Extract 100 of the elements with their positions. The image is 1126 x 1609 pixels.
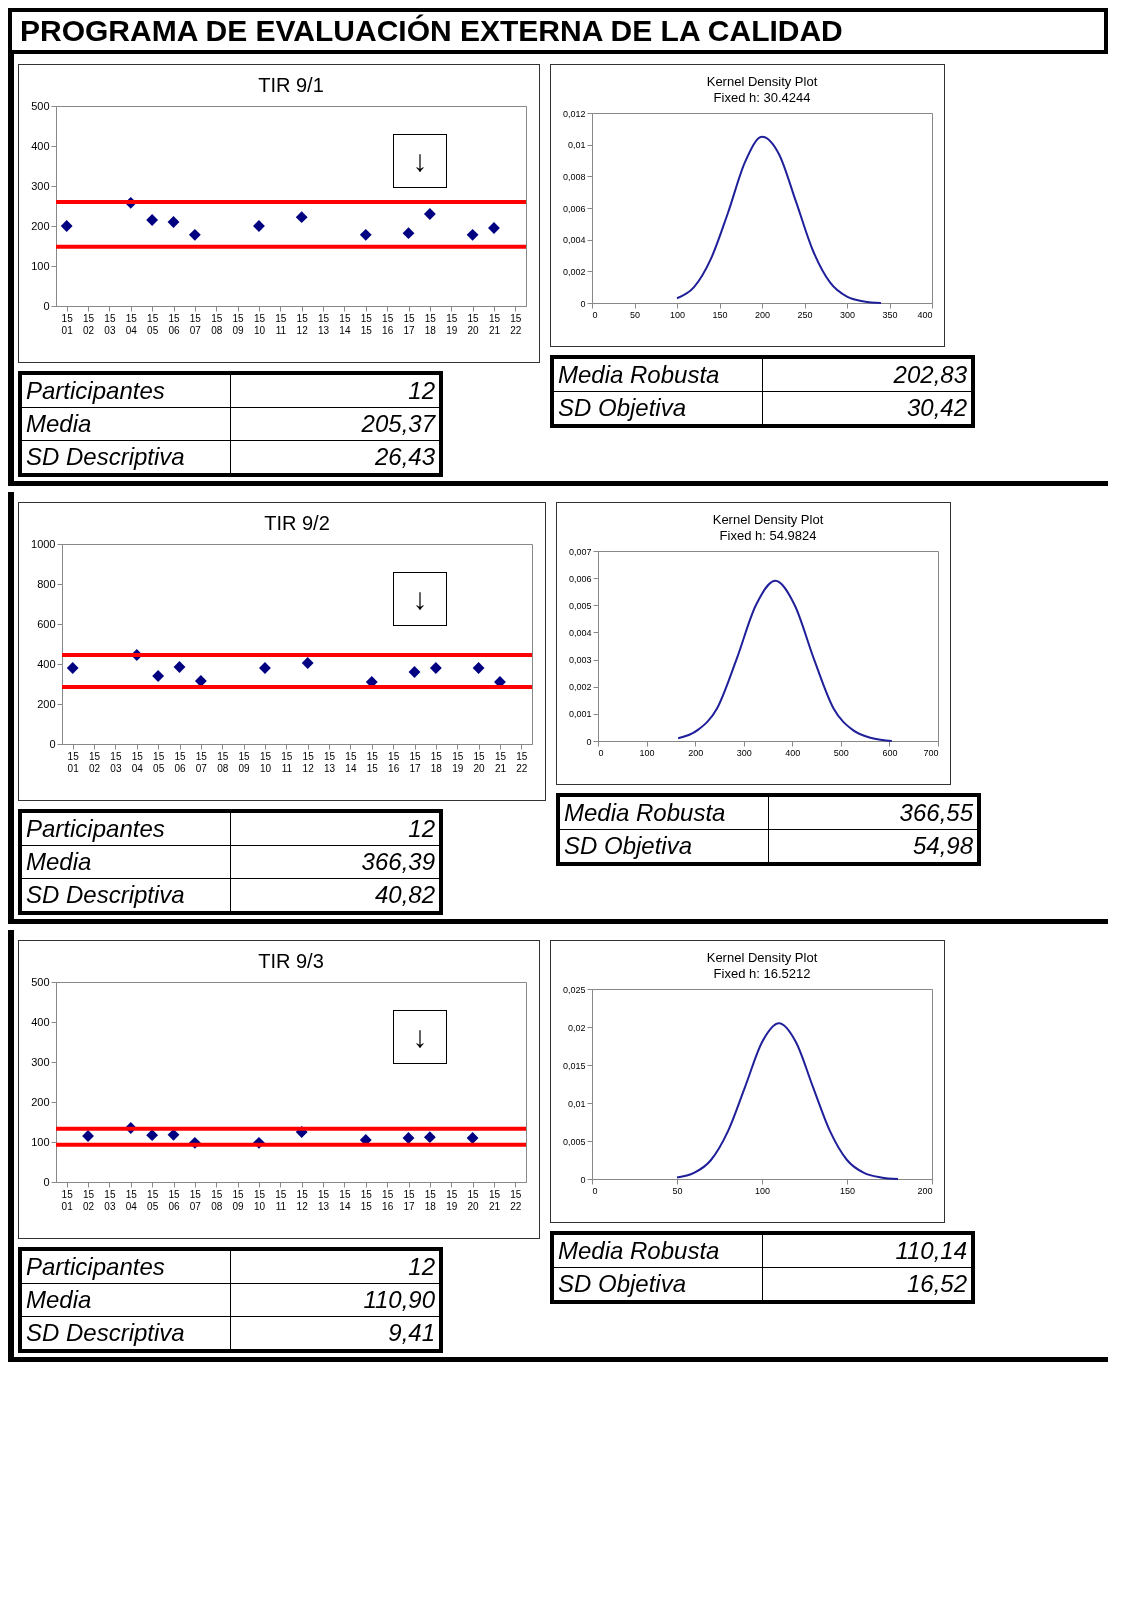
x-tick-label: 400: [785, 747, 801, 758]
line-series: [676, 135, 882, 304]
text: SD Descriptiva: [20, 440, 231, 475]
text: Media: [20, 1283, 231, 1317]
x-tick-label: 100: [669, 309, 686, 320]
point: [66, 662, 79, 674]
point: [301, 657, 314, 669]
x-tick-label: 15 03: [110, 750, 122, 774]
y-tick-label: 600: [37, 617, 56, 630]
annotation: ↓: [393, 1010, 447, 1064]
x-tick-label: 15 16: [382, 312, 394, 336]
x-tick-label: 15 14: [345, 750, 357, 774]
line-series: [676, 1022, 899, 1180]
point: [408, 666, 421, 678]
text: Media: [20, 407, 231, 441]
x-tick-label: 15 22: [510, 1188, 522, 1212]
y-tick-label: 0,001: [568, 709, 592, 720]
x-tick-label: 15 09: [232, 312, 245, 336]
x-tick-label: 15 17: [403, 1188, 415, 1212]
chart-title: TIR 9/1: [258, 74, 324, 96]
x-tick-label: 15 17: [403, 312, 415, 336]
y-tick-label: 0,004: [568, 627, 592, 638]
chart-subtitle: Fixed h: 16.5212: [713, 966, 811, 981]
x-tick-label: 15 10: [253, 312, 266, 336]
y-tick-label: 0,01: [567, 140, 586, 151]
x-tick-label: 15 15: [366, 750, 379, 774]
point: [466, 228, 479, 241]
x-tick-label: 0: [598, 747, 604, 758]
y-tick-label: 100: [31, 259, 50, 272]
x-tick-label: 150: [712, 309, 728, 320]
x-tick-label: 15 20: [467, 1188, 480, 1212]
x-tick-label: 100: [754, 1185, 771, 1196]
y-tick-label: 200: [37, 697, 56, 710]
x-tick-label: 15 12: [302, 750, 315, 774]
x-tick-label: 15 10: [253, 1188, 266, 1212]
x-tick-label: 15 13: [323, 750, 336, 774]
x-tick-label: 15 21: [488, 312, 501, 336]
x-tick-label: 15 02: [88, 750, 101, 774]
x-tick-label: 15 17: [409, 750, 421, 774]
point: [359, 228, 372, 241]
text: Participantes: [20, 811, 231, 846]
x-tick-label: 15 18: [430, 750, 443, 774]
x-tick-label: 15 22: [510, 312, 522, 336]
y-tick-label: 0,025: [562, 984, 586, 995]
y-tick-label: 0,012: [562, 108, 586, 119]
text: 110,14: [762, 1233, 973, 1268]
x-tick-label: 15 03: [104, 1188, 116, 1212]
x-tick-label: 15 05: [153, 750, 165, 774]
x-tick-label: 15 12: [296, 1188, 309, 1212]
chart-subtitle: Fixed h: 54.9824: [719, 528, 817, 543]
text: SD Objetiva: [552, 1267, 763, 1302]
point: [423, 208, 436, 220]
chart-title: Kernel Density Plot: [706, 74, 818, 89]
x-tick-label: 15 09: [238, 750, 251, 774]
x-tick-label: 15 22: [516, 750, 528, 774]
x-tick-label: 250: [797, 309, 813, 320]
x-tick-label: 15 20: [467, 312, 480, 336]
y-tick-label: 0,015: [562, 1060, 586, 1071]
x-tick-label: 15 19: [452, 750, 464, 774]
point: [152, 670, 165, 682]
y-tick-label: 1000: [31, 537, 56, 550]
y-tick-label: 0: [580, 1174, 586, 1185]
x-tick-label: 15 12: [296, 312, 309, 336]
text: 366,39: [230, 845, 441, 879]
x-tick-label: 15 14: [339, 312, 351, 336]
y-tick-label: 400: [31, 139, 50, 152]
y-tick-label: 0,008: [562, 171, 586, 182]
chart-title: Kernel Density Plot: [712, 512, 824, 527]
text: Media Robusta: [552, 1233, 763, 1268]
x-tick-label: 15 02: [82, 1188, 95, 1212]
x-tick-label: 15 20: [473, 750, 486, 774]
x-tick-label: 15 08: [217, 750, 229, 774]
x-tick-label: 15 15: [360, 1188, 373, 1212]
x-tick-label: 400: [917, 309, 933, 320]
y-tick-label: 0,007: [568, 546, 592, 557]
x-tick-label: 700: [923, 747, 939, 758]
x-tick-label: 200: [754, 309, 771, 320]
x-tick-label: 50: [629, 309, 641, 320]
text: 16,52: [762, 1267, 973, 1302]
x-tick-label: 200: [688, 747, 704, 758]
y-tick-label: 500: [31, 99, 50, 112]
x-tick-label: 15 16: [388, 750, 400, 774]
point: [146, 1129, 159, 1142]
chart-subtitle: Fixed h: 30.4244: [713, 90, 811, 105]
x-tick-label: 15 04: [131, 750, 144, 774]
text: PROGRAMA DE EVALUACIÓN EXTERNA DE LA CALIDAD: [8, 8, 1108, 54]
y-tick-label: 200: [31, 1095, 50, 1108]
y-tick-label: 400: [37, 657, 56, 670]
text: 12: [230, 811, 441, 846]
text: Media: [20, 845, 231, 879]
y-tick-label: 200: [31, 219, 50, 232]
x-tick-label: 300: [839, 309, 856, 320]
y-tick-label: 0: [580, 298, 586, 309]
point: [402, 227, 415, 240]
text: 12: [230, 1249, 441, 1284]
x-tick-label: 15 10: [259, 750, 272, 774]
x-tick-label: 15 04: [125, 312, 138, 336]
x-tick-label: 100: [639, 747, 655, 758]
point: [295, 211, 308, 224]
point: [60, 220, 73, 232]
